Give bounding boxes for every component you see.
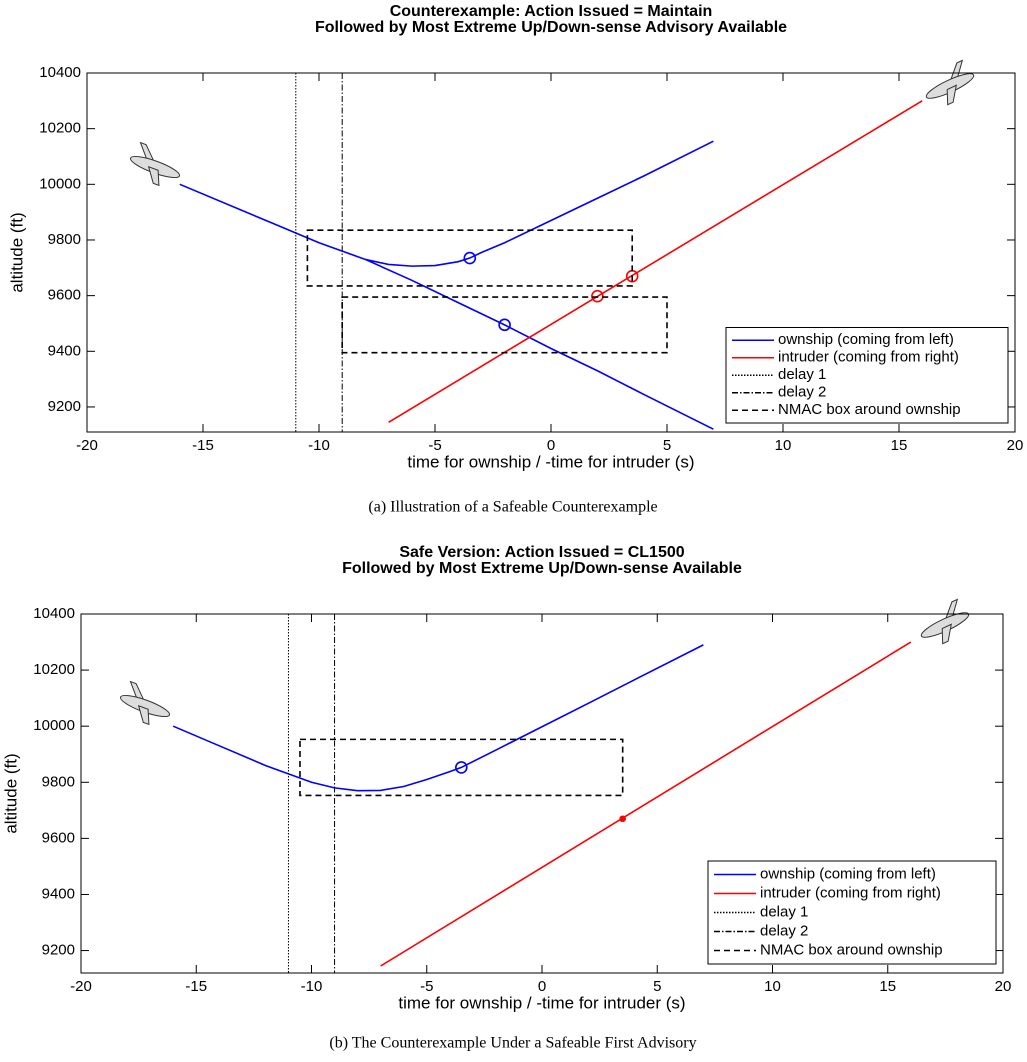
y-tick-label: 9200: [48, 398, 81, 415]
x-tick-label: -15: [185, 978, 207, 995]
x-tick-label: 15: [879, 978, 896, 995]
y-tick-label: 9600: [42, 829, 75, 846]
legend-box: [725, 327, 1009, 424]
y-tick-label: 9800: [42, 773, 75, 790]
axes-frame: [80, 613, 1004, 974]
legend-label: intruder (coming from right): [760, 884, 941, 901]
chart-title: Counterexample: Action Issued = Maintain: [390, 3, 713, 20]
chart-title: Followed by Most Extreme Up/Down-sense A…: [315, 19, 787, 36]
point-marker: [591, 289, 604, 303]
airplane-icon: [920, 598, 970, 645]
x-tick-label: 5: [653, 978, 661, 995]
y-tick-label: 9200: [42, 942, 75, 959]
legend-label: intruder (coming from right): [778, 349, 959, 366]
x-tick-label: 20: [1007, 437, 1024, 454]
legend-label: delay 1: [778, 366, 826, 383]
point-marker: [619, 815, 626, 823]
x-tick-label: 5: [663, 437, 671, 454]
x-tick-label: 10: [764, 978, 781, 995]
point-marker: [463, 251, 477, 265]
x-tick-label: -20: [70, 978, 92, 995]
chart-title: Safe Version: Action Issued = CL1500: [399, 544, 684, 561]
x-tick-label: 0: [547, 437, 555, 454]
y-tick-label: 10200: [33, 661, 75, 678]
axes-frame: [86, 72, 1016, 433]
nmac-box: [341, 296, 668, 354]
series-line: [172, 644, 704, 792]
y-tick-label: 10400: [39, 64, 81, 81]
series-line: [380, 641, 912, 967]
y-tick-label: 10400: [33, 605, 75, 622]
legend-label: ownship (coming from left): [778, 331, 954, 348]
airplane-icon: [129, 141, 181, 187]
legend-label: ownship (coming from left): [760, 865, 936, 882]
x-axis-label: time for ownship / -time for intruder (s…: [407, 452, 694, 471]
y-tick-label: 10000: [39, 175, 81, 192]
legend-label: NMAC box around ownship: [760, 941, 943, 958]
legend-label: NMAC box around ownship: [778, 401, 961, 418]
caption: (b) The Counterexample Under a Safeable …: [329, 1035, 696, 1052]
y-tick-label: 9400: [42, 885, 75, 902]
y-axis-label: altitude (ft): [7, 212, 26, 292]
x-axis-label: time for ownship / -time for intruder (s…: [398, 993, 685, 1012]
y-tick-label: 9800: [48, 231, 81, 248]
x-tick-label: 0: [538, 978, 546, 995]
series-line: [388, 100, 923, 423]
chart-title: Followed by Most Extreme Up/Down-sense A…: [342, 560, 742, 577]
x-tick-label: -5: [428, 437, 441, 454]
x-tick-label: -5: [420, 978, 433, 995]
x-tick-label: -10: [308, 437, 330, 454]
x-tick-label: 15: [891, 437, 908, 454]
y-tick-label: 10200: [39, 120, 81, 137]
y-tick-label: 10000: [33, 717, 75, 734]
nmac-box: [306, 229, 633, 287]
legend-box: [707, 860, 997, 965]
nmac-box: [299, 738, 624, 797]
point-marker: [498, 318, 511, 332]
x-tick-label: 10: [775, 437, 792, 454]
legend-label: delay 1: [760, 903, 808, 920]
series-line: [179, 140, 714, 430]
x-tick-label: 20: [995, 978, 1012, 995]
point-marker: [455, 761, 468, 774]
airplane-icon: [119, 680, 171, 726]
x-tick-label: -15: [192, 437, 214, 454]
legend-label: delay 2: [760, 922, 808, 939]
y-axis-label: altitude (ft): [1, 753, 20, 833]
x-tick-label: -10: [301, 978, 323, 995]
y-tick-label: 9400: [48, 342, 81, 359]
airplane-icon: [925, 59, 975, 106]
y-tick-label: 9600: [48, 287, 81, 304]
x-tick-label: -20: [76, 437, 98, 454]
caption: (a) Illustration of a Safeable Counterex…: [368, 499, 657, 516]
legend-label: delay 2: [778, 384, 826, 401]
